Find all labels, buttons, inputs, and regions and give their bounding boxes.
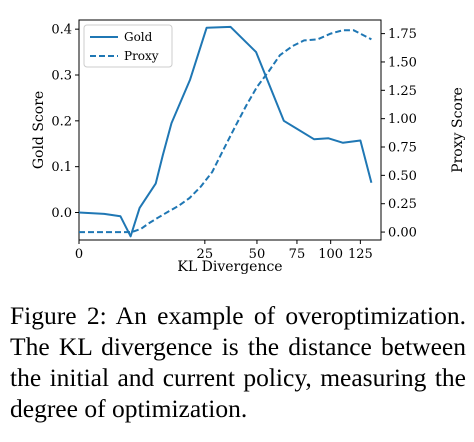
x-tick-label: 125 (348, 247, 373, 262)
left-y-tick-label: 0.3 (51, 69, 72, 84)
right-y-tick-label: 0.25 (388, 197, 417, 212)
right-y-axis-title: Proxy Score (450, 87, 466, 173)
figure-caption: Figure 2: An example of overoptimization… (10, 301, 466, 423)
left-y-tick-label: 0.1 (51, 160, 72, 175)
right-y-tick-label: 0.00 (388, 226, 417, 241)
left-y-tick-label: 0.4 (51, 23, 72, 38)
right-y-tick-label: 1.50 (388, 55, 417, 70)
legend: Gold Proxy (83, 24, 173, 68)
x-tick-label: 75 (289, 247, 306, 262)
x-axis-title: KL Divergence (177, 259, 282, 275)
x-tick-label: 100 (318, 247, 343, 262)
left-y-axis-title: Gold Score (31, 91, 47, 169)
left-y-axis-ticks: 0.0 0.1 0.2 0.3 0.4 (51, 23, 79, 221)
left-y-tick-label: 0.2 (51, 114, 72, 129)
legend-box (83, 24, 173, 68)
right-y-tick-label: 0.50 (388, 169, 417, 184)
legend-gold-label: Gold (124, 30, 153, 44)
x-tick-label: 25 (197, 247, 214, 262)
overoptimization-chart: 0 25 50 75 100 125 0.00.10.20.30.4 0.000.250.… (31, 19, 466, 275)
series-line-proxy (79, 29, 372, 234)
right-y-tick-label: 1.00 (388, 112, 417, 127)
right-y-tick-label: 0.75 (388, 141, 417, 156)
right-y-axis-ticks: 0.00 0.25 0.50 0.75 1.00 1.25 1.50 1.75 (381, 27, 417, 241)
right-y-tick-label: 1.75 (388, 27, 417, 42)
series-layer (78, 25, 373, 238)
left-y-tick-label: 0.0 (51, 206, 72, 221)
x-tick-label: 50 (249, 247, 266, 262)
plot-frame (78, 19, 382, 241)
legend-proxy-label: Proxy (124, 49, 159, 63)
x-axis-ticks: 0 25 50 75 100 125 (75, 240, 373, 262)
x-tick-label: 0 (75, 247, 83, 262)
right-y-tick-label: 1.25 (388, 84, 417, 99)
